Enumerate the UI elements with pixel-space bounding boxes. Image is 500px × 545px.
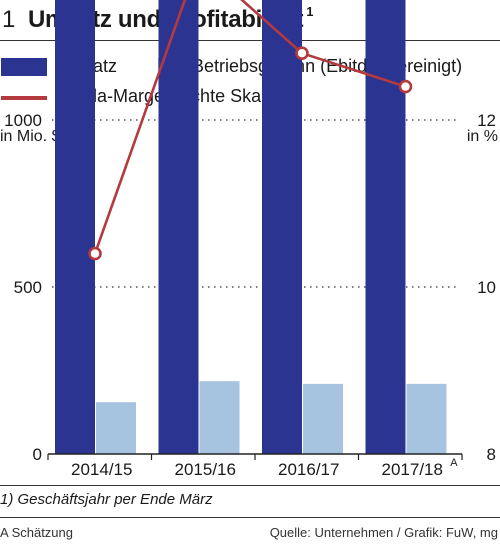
- point-marge: [295, 46, 309, 61]
- x-tick-label: 2016/17: [278, 460, 339, 479]
- bar-betriebsgewinn: [303, 383, 343, 454]
- chart-plot: 05001000150081012142014/152015/162016/17…: [4, 0, 496, 479]
- point-marge: [398, 79, 413, 94]
- right-axis-unit: in %: [466, 128, 498, 145]
- legend-swatch-umsatz: [1, 58, 47, 76]
- x-tick-label: 2015/16: [175, 460, 236, 479]
- footnote: 1) Geschäftsjahr per Ende März: [0, 491, 213, 508]
- point-marge: [88, 246, 102, 261]
- bar-betriebsgewinn: [96, 402, 136, 454]
- chart-number: 1: [2, 6, 16, 33]
- right-tick-label: 10: [477, 278, 496, 297]
- right-tick-label: 12: [477, 111, 496, 130]
- bar-umsatz: [365, 0, 406, 455]
- source-rule: [0, 517, 500, 518]
- x-tick-label: 2017/18: [382, 460, 443, 479]
- bar-umsatz: [55, 0, 95, 454]
- footnote-rule: [0, 485, 500, 486]
- bar-betriebsgewinn: [199, 381, 240, 454]
- line-marge: [93, 0, 406, 255]
- title-footnote-marker: 1: [306, 4, 314, 19]
- left-axis-unit: in Mio. $: [0, 128, 61, 145]
- left-tick-label: 500: [14, 278, 42, 297]
- bar-umsatz: [262, 0, 302, 454]
- x-tick-superscript: A: [450, 457, 458, 469]
- left-tick-label: 1000: [4, 111, 42, 130]
- estimate-note: A Schätzung: [0, 525, 73, 540]
- source-credit: Quelle: Unternehmen / Grafik: FuW, mg: [269, 525, 498, 540]
- legend-swatch-marge: [1, 96, 47, 100]
- right-tick-label: 8: [487, 445, 496, 464]
- bar-betriebsgewinn: [406, 383, 447, 454]
- bar-umsatz: [158, 0, 199, 455]
- title-rule: [0, 40, 500, 41]
- x-tick-label: 2014/15: [71, 460, 132, 479]
- left-tick-label: 0: [33, 445, 42, 464]
